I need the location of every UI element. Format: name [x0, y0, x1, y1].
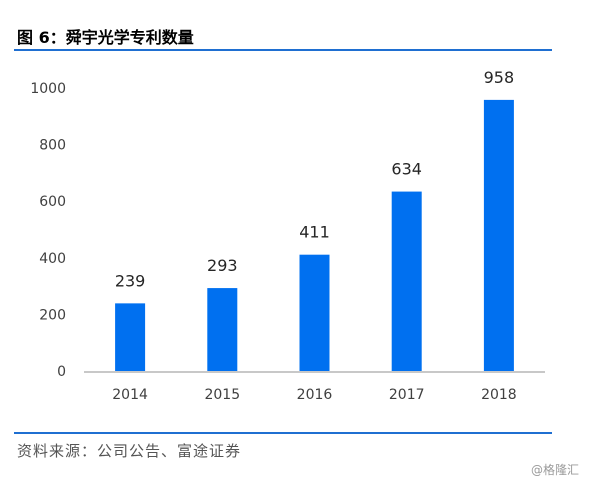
y-tick-label: 200: [39, 307, 66, 323]
data-labels: 239 293 411 634 958: [115, 68, 514, 290]
data-label: 293: [207, 256, 238, 275]
data-label: 958: [484, 68, 515, 87]
top-rule: [14, 49, 552, 51]
x-tick-label: 2017: [389, 387, 425, 403]
bar: [391, 191, 422, 371]
source-note: 资料来源：公司公告、富途证券: [17, 442, 242, 460]
figure-title: 图 6：舜宇光学专利数量: [17, 28, 194, 47]
x-tick-label: 2014: [112, 387, 148, 403]
data-label: 634: [391, 160, 422, 179]
bar: [207, 288, 238, 371]
data-label: 411: [299, 223, 330, 242]
y-tick-label: 800: [39, 138, 66, 154]
y-tick-label: 0: [57, 364, 66, 380]
bar: [483, 99, 514, 372]
bars: [115, 99, 514, 372]
x-tick-label: 2018: [481, 387, 517, 403]
bottom-rule: [14, 432, 552, 434]
x-tick-label: 2015: [204, 387, 240, 403]
watermark: @格隆汇: [530, 463, 579, 477]
data-label: 239: [115, 271, 146, 290]
x-tick-label: 2016: [297, 387, 333, 403]
y-tick-label: 1000: [30, 81, 66, 97]
bar: [299, 254, 330, 371]
bar: [115, 303, 146, 371]
y-tick-label: 400: [39, 251, 66, 267]
x-axis-labels: 2014 2015 2016 2017 2018: [112, 387, 516, 403]
y-tick-label: 600: [39, 194, 66, 210]
y-axis-labels: 0 200 400 600 800 1000: [30, 81, 66, 380]
